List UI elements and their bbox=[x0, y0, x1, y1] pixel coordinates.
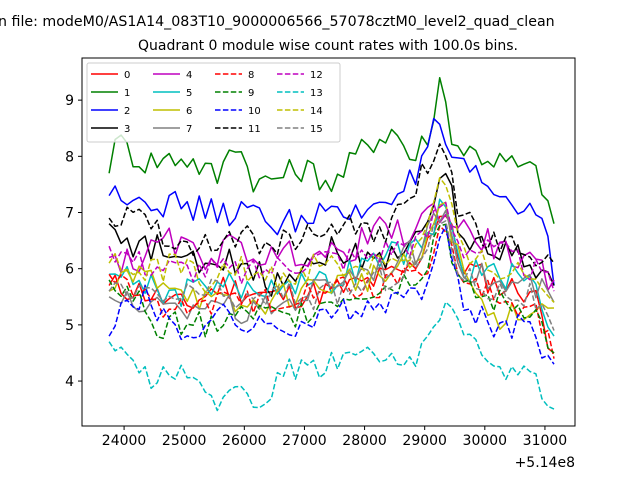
legend-label-6: 6 bbox=[186, 106, 192, 117]
plot-frame bbox=[81, 57, 576, 427]
x-tick-label: 31000 bbox=[523, 433, 568, 449]
series-line-8 bbox=[108, 224, 555, 359]
legend-label-8: 8 bbox=[248, 70, 254, 81]
y-tick-label: 4 bbox=[65, 374, 74, 390]
x-tick-label: 29000 bbox=[402, 433, 447, 449]
legend-label-7: 7 bbox=[186, 124, 192, 135]
legend-label-4: 4 bbox=[186, 70, 192, 81]
legend-label-1: 1 bbox=[124, 88, 130, 99]
series-line-4 bbox=[108, 202, 555, 291]
series-line-13 bbox=[108, 301, 555, 412]
legend-label-2: 2 bbox=[124, 106, 130, 117]
series-line-11 bbox=[108, 143, 555, 267]
legend-label-13: 13 bbox=[310, 88, 323, 99]
x-offset-label: +5.14e8 bbox=[515, 455, 575, 471]
x-tick-label: 30000 bbox=[463, 433, 508, 449]
legend-label-0: 0 bbox=[124, 70, 130, 81]
series-line-2 bbox=[108, 117, 555, 286]
legend-label-14: 14 bbox=[310, 106, 323, 117]
chart-title: Quadrant 0 module wise count rates with … bbox=[138, 38, 518, 54]
y-tick-label: 5 bbox=[65, 318, 74, 334]
x-axis: 24000 25000 26000 27000 28000 29000 30000 31000 bbox=[102, 426, 567, 449]
x-tick-label: 24000 bbox=[102, 433, 147, 449]
y-tick-label: 6 bbox=[65, 262, 74, 278]
x-tick-label: 27000 bbox=[282, 433, 327, 449]
y-tick-label: 9 bbox=[65, 93, 74, 109]
series-line-10 bbox=[108, 225, 555, 365]
series-line-14 bbox=[108, 177, 555, 303]
y-tick-label: 7 bbox=[65, 206, 74, 222]
series-line-9 bbox=[108, 223, 555, 354]
legend-label-12: 12 bbox=[310, 70, 323, 81]
legend-label-9: 9 bbox=[248, 88, 254, 99]
x-tick-label: 25000 bbox=[162, 433, 207, 449]
legend-label-3: 3 bbox=[124, 124, 130, 135]
legend-label-11: 11 bbox=[248, 124, 261, 135]
y-axis: 4 5 6 7 8 9 bbox=[65, 93, 82, 390]
legend-label-15: 15 bbox=[310, 124, 323, 135]
legend-label-10: 10 bbox=[248, 106, 261, 117]
y-tick-label: 8 bbox=[65, 149, 74, 165]
series-line-15 bbox=[108, 220, 555, 331]
legend-box bbox=[86, 62, 341, 143]
x-tick-label: 26000 bbox=[222, 433, 267, 449]
series-line-1 bbox=[108, 76, 555, 224]
legend-label-5: 5 bbox=[186, 88, 192, 99]
x-tick-label: 28000 bbox=[342, 433, 387, 449]
chart-suptitle: n file: modeM0/AS1A14_083T10_9000006566_… bbox=[0, 14, 555, 30]
series-line-3 bbox=[108, 172, 555, 297]
series-layer bbox=[108, 76, 555, 412]
